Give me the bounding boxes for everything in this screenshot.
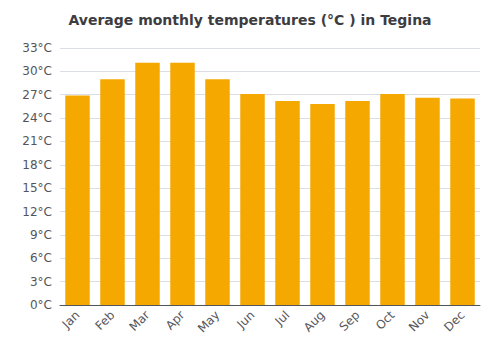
svg-text:24°C: 24°C bbox=[22, 111, 52, 125]
svg-text:9°C: 9°C bbox=[30, 228, 52, 242]
svg-text:Dec: Dec bbox=[441, 308, 467, 334]
svg-text:12°C: 12°C bbox=[22, 205, 52, 219]
svg-text:Oct: Oct bbox=[373, 308, 398, 333]
svg-text:15°C: 15°C bbox=[22, 181, 52, 195]
svg-text:21°C: 21°C bbox=[22, 134, 52, 148]
svg-text:30°C: 30°C bbox=[22, 64, 52, 78]
svg-text:18°C: 18°C bbox=[22, 158, 52, 172]
svg-text:Nov: Nov bbox=[406, 308, 432, 334]
svg-text:Jan: Jan bbox=[59, 308, 83, 332]
svg-text:Jul: Jul bbox=[272, 308, 293, 329]
svg-text:Apr: Apr bbox=[163, 308, 188, 333]
svg-text:Average monthly temperatures (: Average monthly temperatures (°C ) in Te… bbox=[68, 12, 431, 28]
svg-text:6°C: 6°C bbox=[30, 251, 52, 265]
svg-text:27°C: 27°C bbox=[22, 88, 52, 102]
svg-text:Jun: Jun bbox=[234, 308, 258, 332]
svg-text:0°C: 0°C bbox=[30, 298, 52, 312]
svg-text:33°C: 33°C bbox=[22, 41, 52, 55]
svg-text:Sep: Sep bbox=[337, 308, 363, 334]
svg-text:Aug: Aug bbox=[301, 308, 327, 334]
svg-text:3°C: 3°C bbox=[30, 275, 52, 289]
svg-text:Mar: Mar bbox=[127, 308, 153, 334]
svg-text:Feb: Feb bbox=[93, 308, 118, 333]
svg-text:May: May bbox=[195, 308, 222, 335]
